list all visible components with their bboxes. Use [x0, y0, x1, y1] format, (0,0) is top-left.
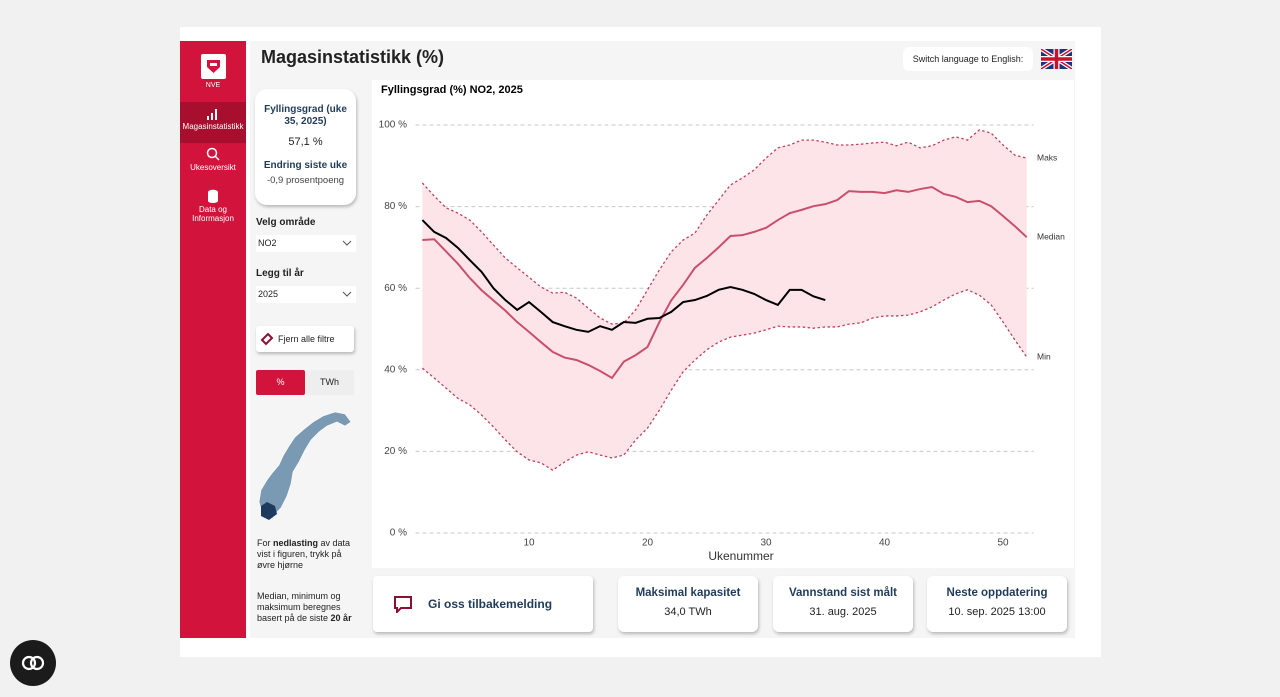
nav-label: Data og Informasjon — [192, 205, 234, 223]
x-tick-label: 30 — [760, 538, 772, 549]
clear-filters-label: Fjern alle filtre — [278, 334, 335, 344]
series-line — [422, 185, 1028, 380]
chart-title: Fyllingsgrad (%) NO2, 2025 — [381, 84, 523, 96]
note-text: av data vist i figuren, trykk på øvre hj… — [257, 538, 351, 570]
x-tick-label: 40 — [879, 538, 891, 549]
series-label: Median — [1037, 231, 1065, 241]
kpi-change-label: Endring siste uke — [263, 160, 348, 171]
series-line — [421, 219, 826, 333]
unit-label: % — [276, 377, 285, 387]
logo-text: NVE — [205, 82, 221, 89]
y-tick-label: 60 % — [384, 283, 407, 294]
info-value: 34,0 TWh — [664, 606, 712, 618]
clear-filters-button[interactable]: Fjern alle filtre — [256, 326, 354, 352]
area-value: NO2 — [258, 238, 277, 248]
nav-label: Magasinstatistikk — [182, 122, 244, 131]
y-tick-label: 100 % — [379, 120, 407, 131]
info-card: Neste oppdatering 10. sep. 2025 13:00 — [927, 576, 1067, 632]
series-line — [421, 289, 1028, 471]
chat-icon — [394, 596, 412, 613]
unit-toggle[interactable]: TWh — [305, 370, 354, 395]
kpi-change-value: -0,9 prosentpoeng — [266, 175, 345, 186]
series-label: Maks — [1037, 152, 1057, 162]
nav-icon — [206, 147, 220, 161]
kpi-label: Fyllingsgrad (uke 35, 2025) — [264, 104, 347, 127]
feedback-label: Gi oss tilbakemelding — [428, 597, 553, 611]
nav-icon — [208, 189, 218, 203]
info-value: 10. sep. 2025 13:00 — [948, 606, 1046, 618]
x-tick-label: 50 — [997, 538, 1009, 549]
year-dropdown[interactable]: 2025 — [256, 286, 356, 303]
floating-icon — [21, 655, 45, 671]
y-tick-label: 0 % — [390, 528, 407, 539]
uk-flag[interactable] — [1041, 49, 1072, 69]
nav-item-active[interactable]: Magasinstatistikk — [180, 102, 246, 143]
info-label: Vannstand sist målt — [788, 587, 897, 599]
kpi-value: 57,1 % — [288, 136, 323, 148]
area-dropdown[interactable]: NO2 — [256, 235, 356, 252]
x-tick-label: 20 — [642, 538, 654, 549]
info-card: Vannstand sist målt 31. aug. 2025 — [773, 576, 913, 632]
nav-item[interactable]: Data og Informasjon — [180, 189, 246, 223]
nav-icon — [207, 109, 217, 120]
chevron — [342, 240, 352, 246]
x-axis-label: Ukenummer — [708, 549, 773, 563]
stats-note: Median, minimum og maksimum beregnes bas… — [257, 591, 359, 624]
download-note: For nedlasting av data vist i figuren, t… — [257, 538, 359, 571]
y-tick-label: 40 % — [384, 364, 407, 375]
unit-toggle-active[interactable]: % — [256, 370, 305, 395]
y-tick-label: 20 % — [384, 446, 407, 457]
area-label: Velg område — [256, 217, 316, 228]
info-label: Neste oppdatering — [946, 587, 1048, 599]
language-label: Switch language to English: — [903, 47, 1033, 71]
info-card: Maksimal kapasitet 34,0 TWh — [618, 576, 758, 632]
range-band — [422, 129, 1027, 471]
x-tick-label: 10 — [523, 538, 535, 549]
nav-label: Ukesoversikt — [190, 163, 236, 172]
note-text: Median, minimum og maksimum beregnes bas… — [257, 591, 341, 623]
series-line — [421, 129, 1027, 325]
page-title: Magasinstatistikk (%) — [261, 47, 445, 67]
note-bold: 20 år — [330, 613, 352, 623]
info-value: 31. aug. 2025 — [809, 606, 877, 618]
year-value: 2025 — [258, 289, 279, 299]
series-label: Min — [1037, 351, 1051, 361]
floating-button[interactable] — [10, 640, 56, 686]
chart: Fyllingsgrad (%) NO2, 2025 Ukenummer 0 %… — [379, 84, 1066, 563]
logo-mark — [201, 54, 226, 79]
y-tick-label: 80 % — [384, 201, 407, 212]
feedback-button[interactable]: Gi oss tilbakemelding — [373, 576, 593, 632]
note-text: For — [257, 538, 274, 548]
sidebar: NVE Magasinstatistikk Ukesoversikt Data … — [180, 41, 246, 638]
kpi-card: Fyllingsgrad (uke 35, 2025) 57,1 % Endri… — [255, 89, 356, 205]
info-label: Maksimal kapasitet — [635, 587, 741, 599]
chevron — [342, 291, 352, 297]
unit-label: TWh — [320, 377, 339, 387]
eraser-icon — [260, 332, 274, 346]
year-label: Legg til år — [256, 268, 304, 279]
logo-icon — [207, 60, 220, 73]
norway-map — [258, 411, 352, 520]
nav-item[interactable]: Ukesoversikt — [180, 147, 246, 181]
note-bold: nedlasting — [273, 538, 319, 548]
